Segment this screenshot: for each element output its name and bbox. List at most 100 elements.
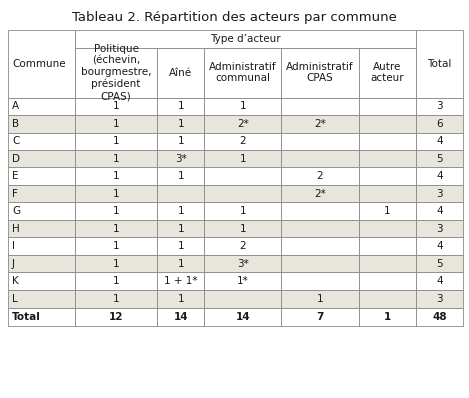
Text: G: G <box>12 206 20 216</box>
Bar <box>75 290 157 308</box>
Text: 12: 12 <box>109 312 123 322</box>
Text: 1: 1 <box>113 241 120 251</box>
Bar <box>416 238 463 255</box>
Bar <box>281 273 359 290</box>
Text: H: H <box>12 224 20 234</box>
Bar <box>8 185 75 203</box>
Text: 4: 4 <box>436 206 443 216</box>
Bar <box>157 98 204 115</box>
Text: 2*: 2* <box>314 119 326 129</box>
Text: 3: 3 <box>436 189 443 199</box>
Text: J: J <box>12 259 15 269</box>
Bar <box>416 30 463 98</box>
Bar <box>75 238 157 255</box>
Text: 1: 1 <box>113 171 120 181</box>
Text: 1: 1 <box>177 294 184 304</box>
Text: Autre
acteur: Autre acteur <box>371 62 404 83</box>
Bar <box>8 220 75 238</box>
Bar <box>416 168 463 185</box>
Bar <box>157 150 204 168</box>
Text: L: L <box>12 294 18 304</box>
Bar <box>157 238 204 255</box>
Bar <box>204 133 281 150</box>
Text: 1: 1 <box>113 206 120 216</box>
Text: 14: 14 <box>235 312 250 322</box>
Text: 1: 1 <box>177 119 184 129</box>
Bar <box>75 30 416 47</box>
Text: A: A <box>12 101 19 111</box>
Bar <box>359 308 416 326</box>
Bar <box>281 255 359 273</box>
Text: Total: Total <box>427 59 452 69</box>
Text: Type d’acteur: Type d’acteur <box>210 34 281 44</box>
Bar <box>359 273 416 290</box>
Text: 3: 3 <box>436 101 443 111</box>
Text: 1: 1 <box>177 224 184 234</box>
Text: E: E <box>12 171 18 181</box>
Text: D: D <box>12 154 20 164</box>
Bar <box>359 115 416 133</box>
Bar <box>359 203 416 220</box>
Bar <box>416 273 463 290</box>
Bar <box>359 47 416 98</box>
Bar <box>75 220 157 238</box>
Text: 3: 3 <box>436 294 443 304</box>
Text: 14: 14 <box>174 312 188 322</box>
Bar <box>281 168 359 185</box>
Bar <box>416 203 463 220</box>
Text: 1: 1 <box>240 154 246 164</box>
Bar <box>204 290 281 308</box>
Text: 1: 1 <box>177 136 184 146</box>
Text: Total: Total <box>12 312 41 322</box>
Bar <box>359 133 416 150</box>
Text: 3*: 3* <box>237 259 249 269</box>
Text: 2: 2 <box>317 171 323 181</box>
Bar <box>75 133 157 150</box>
Text: 1: 1 <box>113 101 120 111</box>
Bar <box>75 47 157 98</box>
Text: Tableau 2. Répartition des acteurs par commune: Tableau 2. Répartition des acteurs par c… <box>72 10 397 23</box>
Text: 4: 4 <box>436 241 443 251</box>
Bar <box>75 98 157 115</box>
Bar <box>204 47 281 98</box>
Bar <box>281 290 359 308</box>
Bar <box>8 115 75 133</box>
Bar <box>359 98 416 115</box>
Text: 1: 1 <box>113 224 120 234</box>
Bar <box>157 308 204 326</box>
Bar <box>204 203 281 220</box>
Text: 1: 1 <box>240 206 246 216</box>
Bar <box>157 47 204 98</box>
Bar <box>75 115 157 133</box>
Bar <box>416 255 463 273</box>
Text: B: B <box>12 119 19 129</box>
Text: 1: 1 <box>177 101 184 111</box>
Bar <box>157 168 204 185</box>
Bar <box>75 203 157 220</box>
Text: 4: 4 <box>436 276 443 286</box>
Bar <box>204 238 281 255</box>
Bar <box>157 185 204 203</box>
Bar <box>8 290 75 308</box>
Text: F: F <box>12 189 18 199</box>
Bar <box>157 220 204 238</box>
Bar <box>204 115 281 133</box>
Text: K: K <box>12 276 19 286</box>
Bar <box>204 150 281 168</box>
Text: 1: 1 <box>113 119 120 129</box>
Text: 1: 1 <box>113 259 120 269</box>
Text: 1: 1 <box>240 224 246 234</box>
Bar <box>281 133 359 150</box>
Text: Politique
(échevin,
bourgmestre,
président
CPAS): Politique (échevin, bourgmestre, préside… <box>81 44 151 101</box>
Text: 2: 2 <box>240 241 246 251</box>
Text: 1: 1 <box>177 259 184 269</box>
Text: 1: 1 <box>240 101 246 111</box>
Text: 1: 1 <box>177 171 184 181</box>
Text: 1: 1 <box>113 276 120 286</box>
Text: 1: 1 <box>384 312 391 322</box>
Text: 1: 1 <box>113 136 120 146</box>
Bar <box>416 150 463 168</box>
Bar <box>8 150 75 168</box>
Bar <box>416 290 463 308</box>
Bar <box>416 98 463 115</box>
